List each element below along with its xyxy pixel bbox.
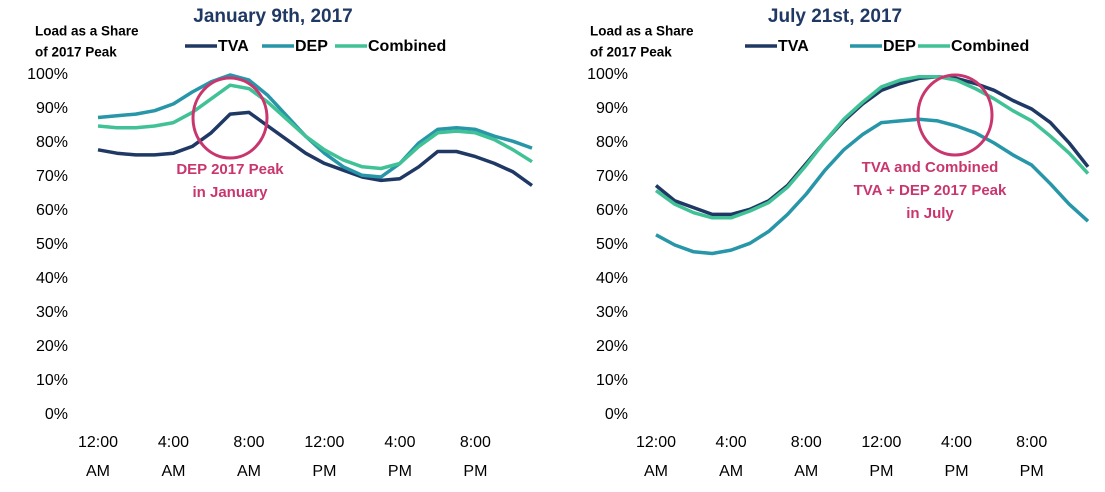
series-line (97, 110, 534, 187)
x-tick-line: PM (1020, 463, 1044, 480)
x-tick-line: AM (161, 463, 185, 480)
y-tick-label: 0% (605, 406, 628, 423)
x-tick-line: PM (463, 463, 487, 480)
x-tick-line: 8:00 (233, 434, 264, 451)
legend-label: DEP (883, 38, 916, 55)
x-tick-label: 4:00 AM (716, 434, 747, 480)
chart-title: July 21st, 2017 (768, 6, 902, 27)
y-tick-label: 80% (36, 134, 68, 151)
y-tick-label: 40% (596, 270, 628, 287)
y-tick-label: 60% (596, 202, 628, 219)
x-tick-line: PM (312, 463, 336, 480)
y-tick-label: 90% (596, 100, 628, 117)
legend-label: TVA (218, 38, 249, 55)
x-tick-line: AM (644, 463, 668, 480)
y-tick-label: 70% (596, 168, 628, 185)
x-tick-line: AM (794, 463, 818, 480)
y-tick-label: 100% (27, 66, 68, 83)
x-tick-line: 8:00 (791, 434, 822, 451)
series-line (655, 117, 1090, 256)
x-tick-label: 12:00 PM (861, 434, 901, 480)
y-tick-label: 10% (36, 372, 68, 389)
x-tick-line: 4:00 (158, 434, 189, 451)
x-tick-label: 8:00 AM (791, 434, 822, 480)
y-axis-label: of 2017 Peak (35, 45, 117, 60)
x-tick-label: 8:00 PM (1016, 434, 1047, 480)
annotation: in July (906, 205, 954, 222)
x-tick-line: 4:00 (384, 434, 415, 451)
x-tick-line: 8:00 (460, 434, 491, 451)
x-tick-label: 8:00 PM (460, 434, 491, 480)
y-tick-label: 20% (36, 338, 68, 355)
y-tick-label: 60% (36, 202, 68, 219)
y-axis-label: Load as a Share (590, 24, 694, 39)
x-tick-line: 4:00 (716, 434, 747, 451)
series-line (654, 74, 1090, 217)
y-tick-label: 30% (596, 304, 628, 321)
annotation: DEP 2017 Peak (176, 161, 284, 178)
y-tick-label: 70% (36, 168, 68, 185)
y-axis-label: Load as a Share (35, 24, 139, 39)
x-tick-line: PM (945, 463, 969, 480)
x-tick-label: 12:00 AM (78, 434, 118, 480)
x-tick-label: 8:00 AM (233, 434, 264, 480)
x-tick-line: 12:00 (304, 434, 344, 451)
x-tick-label: 4:00 PM (384, 434, 415, 480)
chart-title: January 9th, 2017 (193, 6, 352, 27)
x-tick-line: 4:00 (941, 434, 972, 451)
x-tick-line: PM (388, 463, 412, 480)
highlight-circle (191, 76, 269, 160)
y-tick-label: 40% (36, 270, 68, 287)
y-tick-label: 30% (36, 304, 68, 321)
y-tick-label: 10% (596, 372, 628, 389)
series-line (654, 74, 1090, 220)
annotation: TVA + DEP 2017 Peak (854, 182, 1007, 199)
y-tick-label: 0% (45, 406, 68, 423)
x-tick-line: AM (237, 463, 261, 480)
x-tick-line: AM (86, 463, 110, 480)
legend-label: DEP (295, 38, 328, 55)
x-tick-line: PM (869, 463, 893, 480)
y-tick-label: 50% (36, 236, 68, 253)
x-tick-label: 12:00 AM (636, 434, 676, 480)
legend-label: TVA (778, 38, 809, 55)
series-line (97, 83, 533, 171)
legend-label: Combined (951, 38, 1029, 55)
y-tick-label: 90% (36, 100, 68, 117)
x-tick-label: 4:00 AM (158, 434, 189, 480)
highlight-circle (916, 73, 994, 157)
x-tick-label: 4:00 PM (941, 434, 972, 480)
y-tick-label: 50% (596, 236, 628, 253)
x-tick-label: 12:00 PM (304, 434, 344, 480)
y-axis-label: of 2017 Peak (590, 45, 672, 60)
annotation: TVA and Combined (862, 159, 999, 176)
x-tick-line: 12:00 (78, 434, 118, 451)
x-tick-line: AM (719, 463, 743, 480)
x-tick-line: 12:00 (861, 434, 901, 451)
y-tick-label: 20% (596, 338, 628, 355)
y-tick-label: 100% (587, 66, 628, 83)
x-tick-line: 12:00 (636, 434, 676, 451)
x-tick-line: 8:00 (1016, 434, 1047, 451)
legend-label: Combined (368, 38, 446, 55)
y-tick-label: 80% (596, 134, 628, 151)
annotation: in January (192, 184, 268, 201)
